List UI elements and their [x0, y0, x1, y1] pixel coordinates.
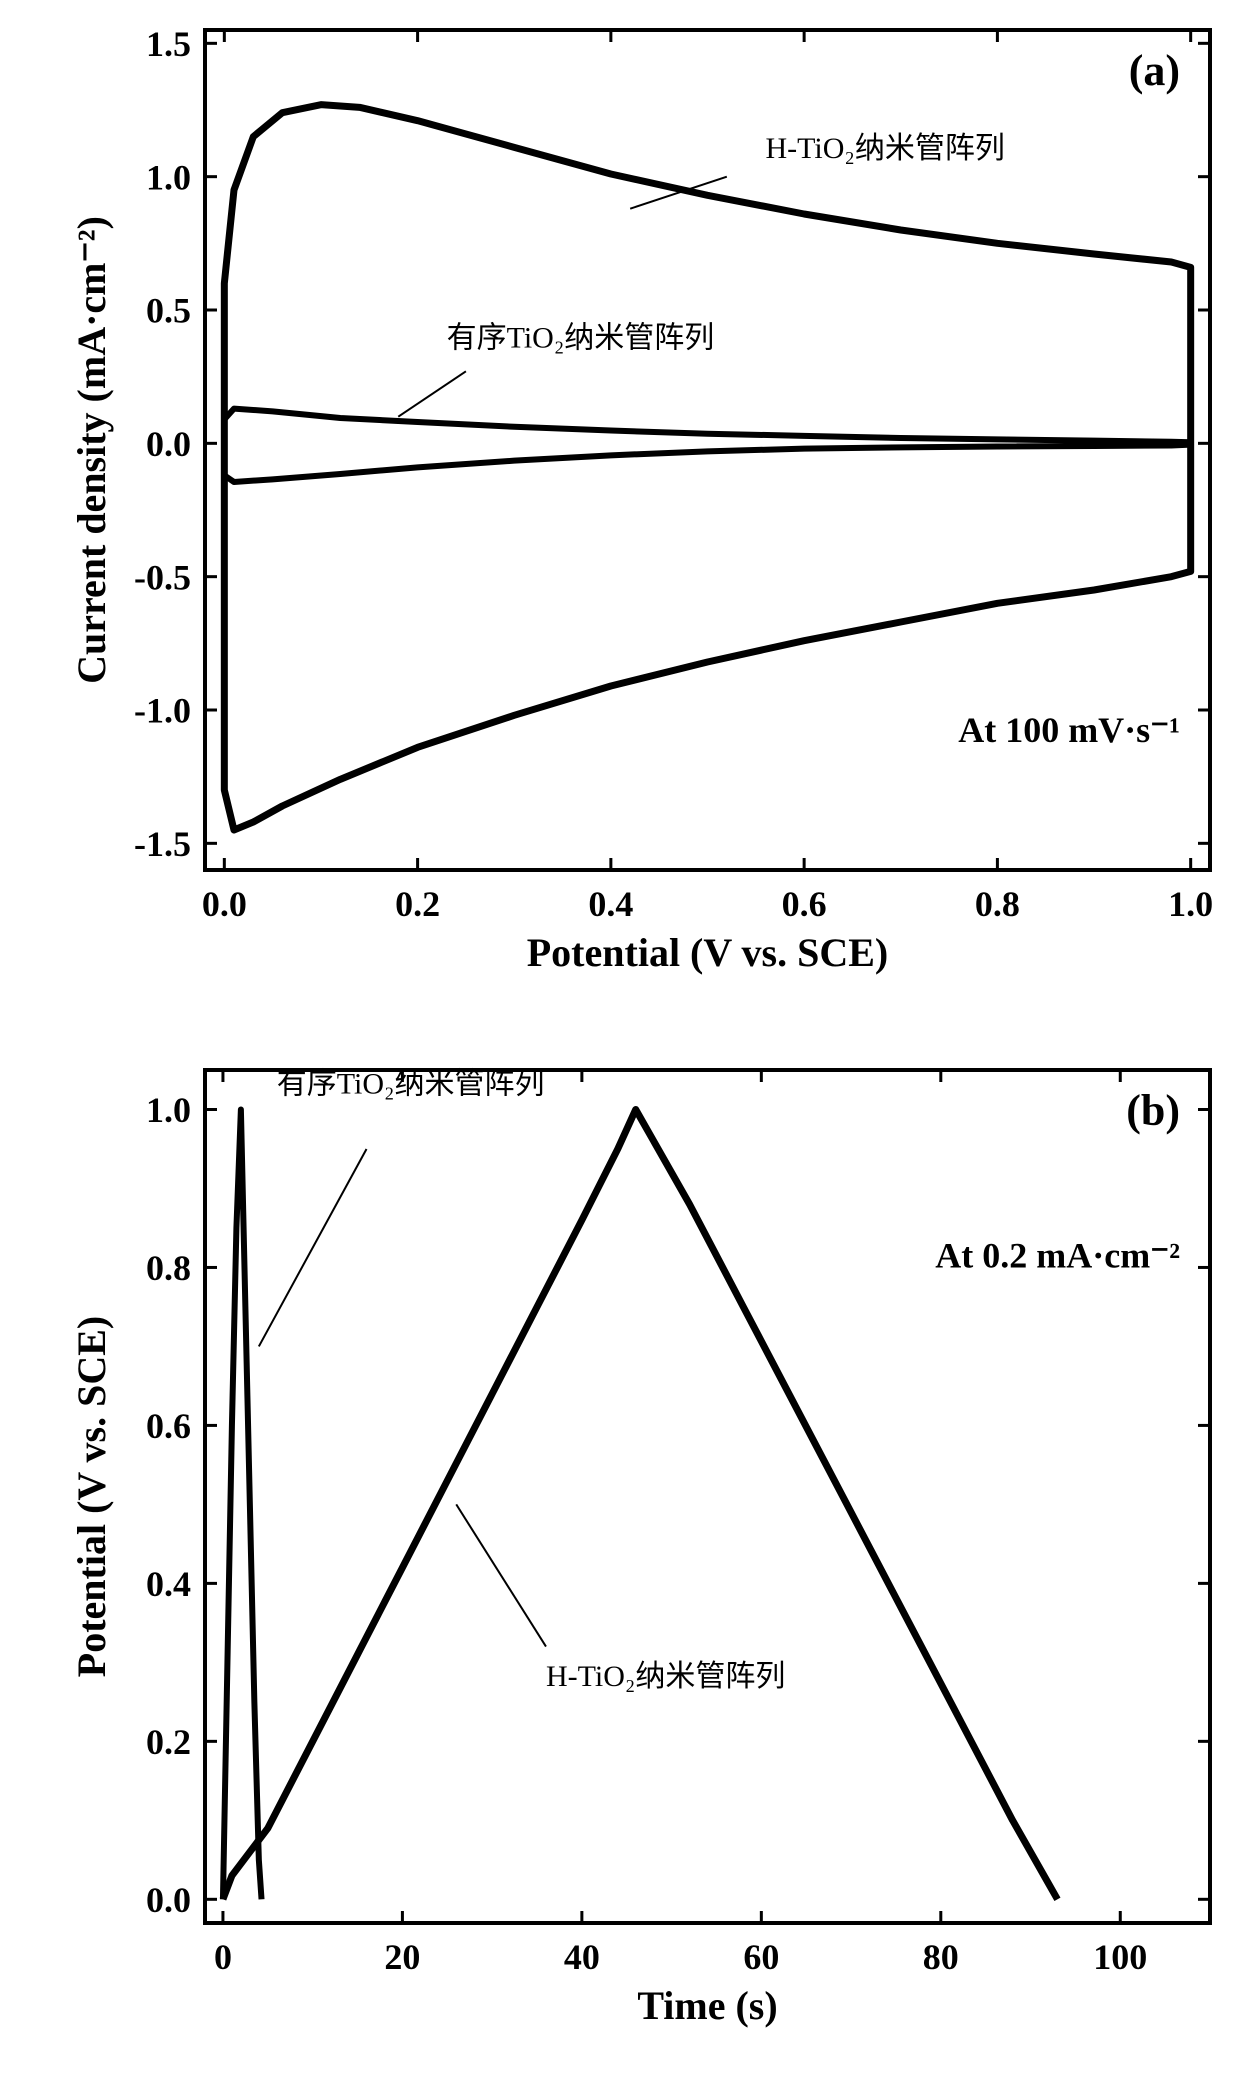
panel-a: 0.0 0.2 0.4 0.6 0.8 1.0 -1.5 -1.0 -0.5 0.0 0.5 1.0 1…	[0, 0, 1240, 1010]
y-tick-label: -1.5	[134, 824, 191, 864]
panel-b: 0 20 40 60 80 100 0.0 0.2 0.4 0.6 0.8 1.0 Time (s) Po…	[0, 1010, 1240, 2073]
y-tick-label: 1.0	[146, 1090, 191, 1130]
series-annotation: 有序TiO₂纳米管阵列	[447, 321, 715, 354]
series-line	[223, 1109, 262, 1899]
annotation-pointer	[398, 371, 466, 416]
figure-container: 0.0 0.2 0.4 0.6 0.8 1.0 -1.5 -1.0 -0.5 0.0 0.5 1.0 1…	[0, 0, 1240, 2073]
x-tick-label: 80	[923, 1937, 959, 1977]
y-axis-title: Current density (mA·cm⁻²)	[69, 216, 114, 684]
y-tick-label: -1.0	[134, 691, 191, 731]
y-tick-label: 0.6	[146, 1406, 191, 1446]
x-tick-label: 0.8	[975, 884, 1020, 924]
y-tick-label: 0.0	[146, 1880, 191, 1920]
series-line	[223, 1109, 1058, 1899]
y-tick-label: 0.5	[146, 291, 191, 331]
x-tick-label: 0.4	[588, 884, 633, 924]
y-tick-label: -0.5	[134, 557, 191, 597]
y-tick-label: 0.8	[146, 1248, 191, 1288]
x-tick-label: 0	[214, 1937, 232, 1977]
x-tick-label: 100	[1093, 1937, 1147, 1977]
chart-a-svg: 0.0 0.2 0.4 0.6 0.8 1.0 -1.5 -1.0 -0.5 0.0 0.5 1.0 1…	[0, 0, 1240, 1010]
x-tick-label: 0.0	[202, 884, 247, 924]
series-annotation: H-TiO₂纳米管阵列	[765, 132, 1004, 165]
y-tick-label: 0.0	[146, 424, 191, 464]
x-tick-label: 20	[384, 1937, 420, 1977]
annotation-pointer	[456, 1504, 546, 1646]
condition-text: At 0.2 mA·cm⁻²	[935, 1235, 1180, 1275]
x-tick-label: 60	[743, 1937, 779, 1977]
x-tick-label: 40	[564, 1937, 600, 1977]
x-tick-label: 0.2	[395, 884, 440, 924]
y-tick-label: 0.2	[146, 1722, 191, 1762]
series-annotation: 有序TiO₂纳米管阵列	[277, 1068, 545, 1101]
series-annotation: H-TiO₂纳米管阵列	[546, 1660, 785, 1693]
panel-label: (b)	[1126, 1086, 1180, 1135]
chart-b-svg: 0 20 40 60 80 100 0.0 0.2 0.4 0.6 0.8 1.0 Time (s) Po…	[0, 1010, 1240, 2073]
x-axis-title: Potential (V vs. SCE)	[527, 930, 888, 975]
y-tick-label: 0.4	[146, 1564, 191, 1604]
x-tick-label: 0.6	[782, 884, 827, 924]
x-tick-label: 1.0	[1168, 884, 1213, 924]
series-line	[224, 409, 1190, 482]
annotation-pointer	[259, 1149, 367, 1346]
y-tick-label: 1.5	[146, 24, 191, 64]
panel-label: (a)	[1129, 46, 1180, 95]
y-tick-label: 1.0	[146, 157, 191, 197]
x-axis-title: Time (s)	[637, 1983, 777, 2028]
condition-text: At 100 mV·s⁻¹	[958, 710, 1180, 750]
y-axis-title: Potential (V vs. SCE)	[69, 1316, 114, 1677]
